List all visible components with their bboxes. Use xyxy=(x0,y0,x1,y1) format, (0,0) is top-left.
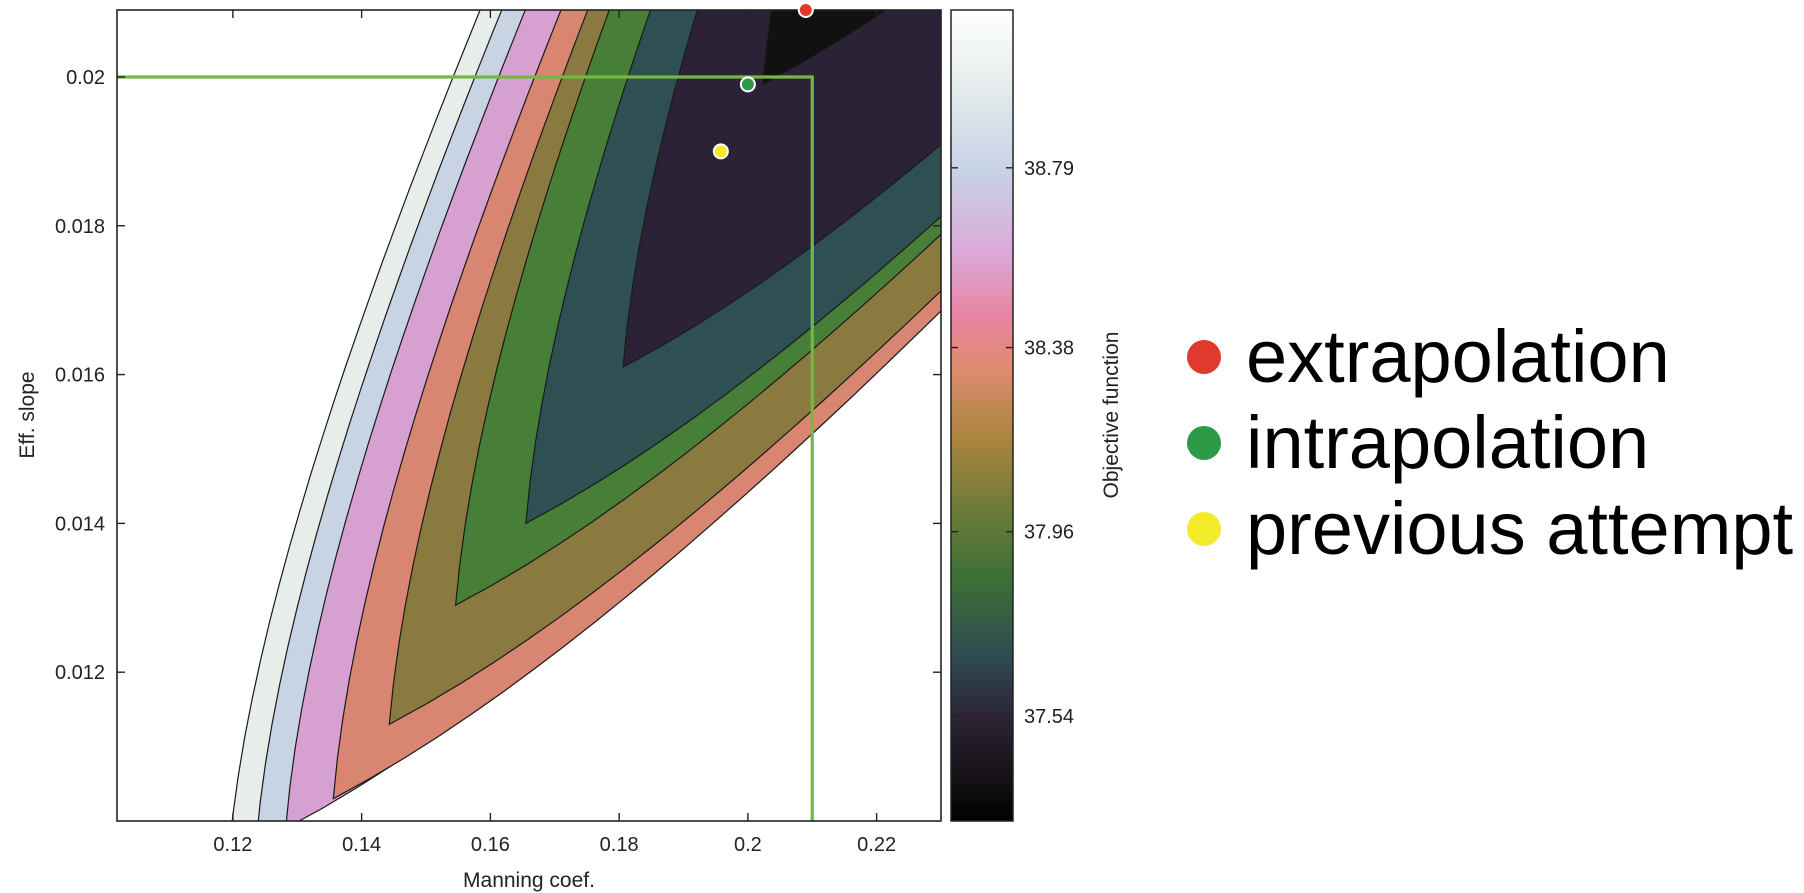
colorbar-label: Objective function xyxy=(1100,332,1123,499)
green-bounds xyxy=(117,75,814,821)
contour-band-2 xyxy=(622,10,941,369)
y-tick-label: 0.012 xyxy=(55,662,105,684)
legend-marker-extrapolation xyxy=(1187,340,1221,374)
bound-line xyxy=(117,75,814,821)
contour-band-1 xyxy=(761,10,887,86)
y-tick-label: 0.016 xyxy=(55,365,105,387)
y-axis-label: Eff. slope xyxy=(16,371,39,458)
colorbar-ticks: 37.54 37.96 38.38 38.79 xyxy=(951,158,1074,728)
point-intrapolation xyxy=(739,76,756,93)
colorbar xyxy=(950,9,1014,822)
x-tick-label: 0.22 xyxy=(857,834,896,856)
x-tick-label: 0.16 xyxy=(471,834,510,856)
y-axis-ticks: 0.012 0.014 0.016 0.018 0.02 xyxy=(55,67,941,684)
colorbar-tick-label: 38.38 xyxy=(1024,338,1074,360)
legend-label-previous-attempt: previous attempt xyxy=(1246,487,1793,570)
colorbar-tick-label: 37.96 xyxy=(1024,522,1074,544)
colorbar-tick-label: 37.54 xyxy=(1024,706,1074,728)
x-tick-label: 0.14 xyxy=(342,834,381,856)
x-axis-label: Manning coef. xyxy=(463,869,595,892)
data-points xyxy=(712,2,814,160)
legend-label-extrapolation: extrapolation xyxy=(1246,315,1670,398)
x-axis-ticks: 0.12 0.14 0.16 0.18 0.2 0.22 xyxy=(213,10,896,856)
x-tick-label: 0.12 xyxy=(213,834,252,856)
colorbar-tick-label: 38.79 xyxy=(1024,158,1074,180)
plot-frame xyxy=(116,9,942,822)
contour-layers xyxy=(231,10,941,821)
x-tick-label: 0.2 xyxy=(734,834,762,856)
legend-marker-intrapolation xyxy=(1187,426,1221,460)
y-tick-label: 0.018 xyxy=(55,216,105,238)
legend-label-intrapolation: intrapolation xyxy=(1246,401,1649,484)
point-extrapolation xyxy=(797,2,814,18)
y-tick-label: 0.02 xyxy=(66,67,105,89)
y-tick-label: 0.014 xyxy=(55,513,105,535)
legend-marker-previous-attempt xyxy=(1187,512,1221,546)
x-tick-label: 0.18 xyxy=(600,834,639,856)
point-previous-attempt xyxy=(712,143,729,160)
